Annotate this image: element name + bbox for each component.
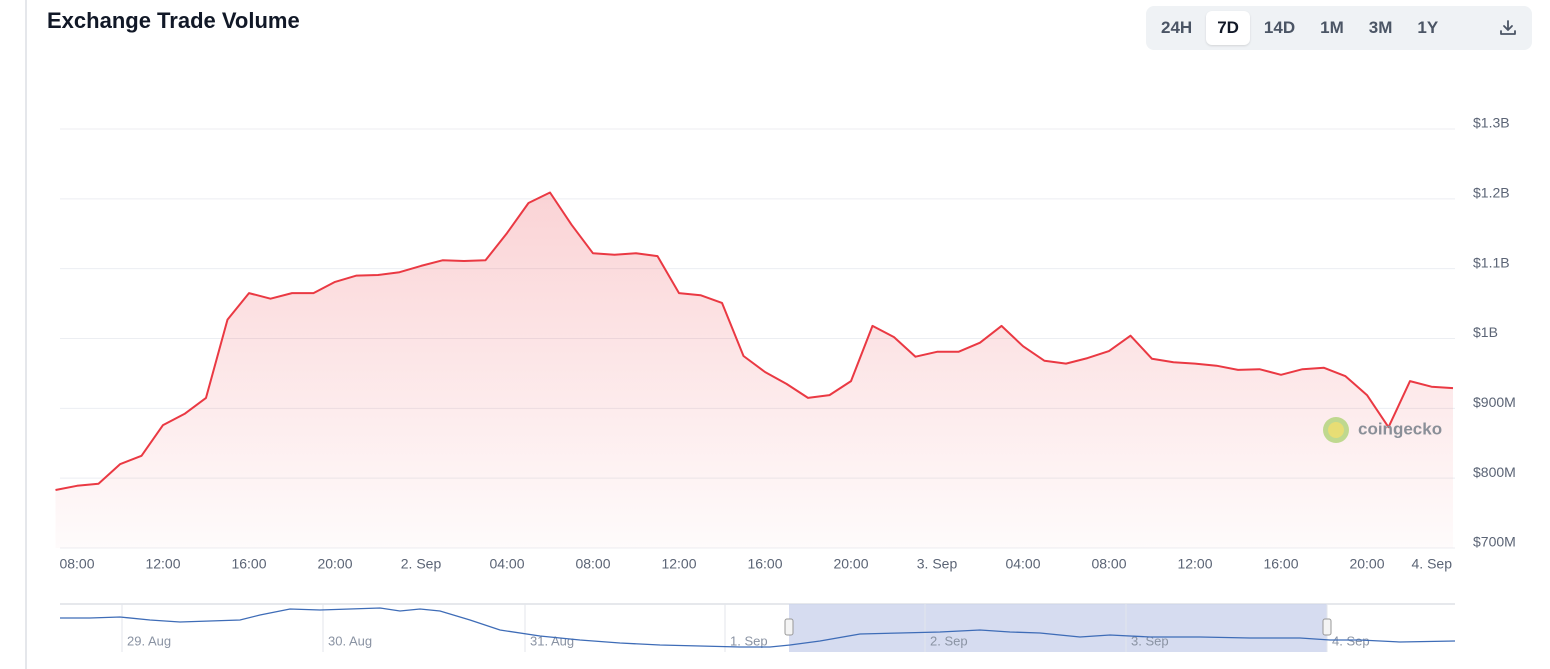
x-tick-label: 12:00 xyxy=(145,556,180,572)
y-tick-label: $1B xyxy=(1473,324,1498,340)
area-fill xyxy=(55,192,1453,548)
x-tick-label: 16:00 xyxy=(747,556,782,572)
navigator-label: 4. Sep xyxy=(1332,633,1370,648)
range-selector: 24H 7D 14D 1M 3M 1Y xyxy=(1146,6,1532,50)
y-tick-label: $800M xyxy=(1473,464,1516,480)
range-button[interactable]: 7D xyxy=(1206,11,1250,45)
watermark: coingecko xyxy=(1323,417,1442,443)
range-button[interactable]: 1M xyxy=(1320,18,1344,37)
y-tick-label: $900M xyxy=(1473,394,1516,410)
y-tick-label: $1.1B xyxy=(1473,254,1510,270)
x-tick-label: 08:00 xyxy=(1091,556,1126,572)
range-button[interactable]: 1Y xyxy=(1417,18,1439,37)
x-tick-label: 16:00 xyxy=(231,556,266,572)
navigator-label: 30. Aug xyxy=(328,633,372,648)
x-tick-label: 20:00 xyxy=(317,556,352,572)
x-tick-label: 4. Sep xyxy=(1412,556,1453,572)
x-tick-label: 08:00 xyxy=(59,556,94,572)
watermark-text: coingecko xyxy=(1358,419,1442,438)
x-tick-label: 04:00 xyxy=(489,556,524,572)
x-tick-label: 04:00 xyxy=(1005,556,1040,572)
x-tick-label: 12:00 xyxy=(661,556,696,572)
x-tick-label: 16:00 xyxy=(1263,556,1298,572)
range-button[interactable]: 14D xyxy=(1263,18,1296,37)
navigator-selection[interactable] xyxy=(789,604,1327,652)
range-button[interactable]: 3M xyxy=(1368,18,1393,37)
navigator-handle[interactable] xyxy=(784,618,794,636)
download-button[interactable] xyxy=(1488,11,1528,45)
y-tick-label: $1.2B xyxy=(1473,185,1510,201)
navigator-label: 2. Sep xyxy=(930,633,968,648)
x-tick-label: 08:00 xyxy=(575,556,610,572)
series-line xyxy=(55,191,1454,491)
navigator-label: 31. Aug xyxy=(530,633,574,648)
navigator-label: 29. Aug xyxy=(127,633,171,648)
download-icon xyxy=(1500,20,1516,35)
x-tick-label: 2. Sep xyxy=(401,556,442,572)
y-tick-label: $1.3B xyxy=(1473,115,1510,131)
navigator-label: 1. Sep xyxy=(730,633,768,648)
navigator-handle[interactable] xyxy=(1322,618,1332,636)
x-tick-label: 3. Sep xyxy=(917,556,958,572)
x-tick-label: 20:00 xyxy=(833,556,868,572)
chart-title: Exchange Trade Volume xyxy=(47,8,300,33)
watermark-logo-inner xyxy=(1328,422,1344,438)
navigator: 29. Aug 30. Aug 31. Aug 1. Sep 2. Sep 3. Sep 4… xyxy=(60,603,1456,652)
range-button[interactable]: 24H xyxy=(1161,18,1193,37)
x-tick-label: 12:00 xyxy=(1177,556,1212,572)
y-tick-label: $700M xyxy=(1473,534,1516,550)
navigator-line xyxy=(60,607,1456,648)
x-tick-label: 20:00 xyxy=(1349,556,1384,572)
